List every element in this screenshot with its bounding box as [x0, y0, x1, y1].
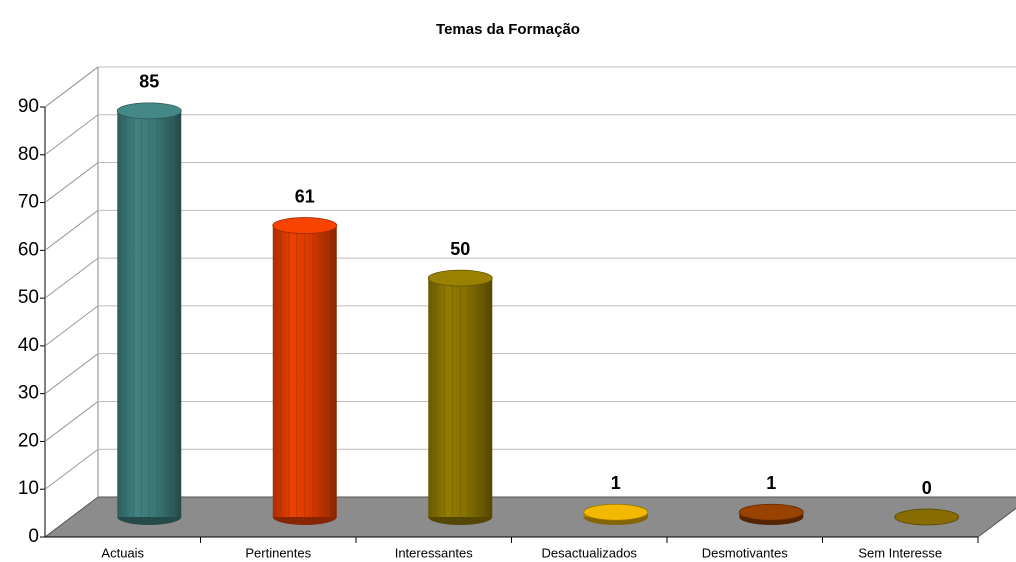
bar-top: [427, 269, 493, 287]
grid-line: [44, 66, 99, 108]
bar-top: [738, 503, 804, 521]
grid-line: [44, 114, 99, 156]
y-tick-label: 30: [18, 383, 39, 404]
y-tick-label: 60: [18, 239, 39, 260]
grid-line: [44, 305, 99, 347]
y-tick-label: 10: [18, 478, 39, 499]
y-tick-label: 20: [18, 430, 39, 451]
y-tick-label: 80: [18, 144, 39, 165]
value-label: 1: [611, 473, 621, 493]
y-tick-label: 50: [18, 287, 39, 308]
bar-top: [116, 102, 182, 120]
grid-line: [44, 401, 99, 442]
x-tick-label: Desactualizados: [542, 545, 638, 560]
value-label: 0: [922, 478, 932, 498]
y-tick-label: 40: [18, 335, 39, 356]
value-label: 85: [139, 72, 159, 92]
value-label: 61: [295, 186, 315, 206]
x-tick-label: Pertinentes: [245, 545, 311, 560]
y-tick-label: 70: [18, 192, 39, 213]
x-tick-label: Sem Interesse: [858, 545, 942, 560]
bar-top: [272, 217, 338, 234]
chart-title: Temas da Formação: [436, 21, 580, 38]
x-tick-label: Desmotivantes: [702, 545, 788, 560]
value-label: 50: [450, 239, 470, 259]
grid-line: [44, 448, 99, 490]
grid-line: [44, 353, 99, 395]
x-tick-label: Interessantes: [395, 545, 474, 560]
y-tick-label: 0: [28, 526, 39, 547]
floor: [43, 496, 1016, 538]
x-tick-label: Actuais: [101, 545, 144, 560]
grid-line: [44, 209, 99, 251]
grid-line: [44, 162, 99, 203]
y-tick-label: 90: [18, 96, 39, 117]
bar-top: [583, 503, 649, 521]
grid-line: [44, 257, 99, 299]
bar-top: [894, 508, 960, 526]
value-label: 1: [766, 473, 776, 493]
